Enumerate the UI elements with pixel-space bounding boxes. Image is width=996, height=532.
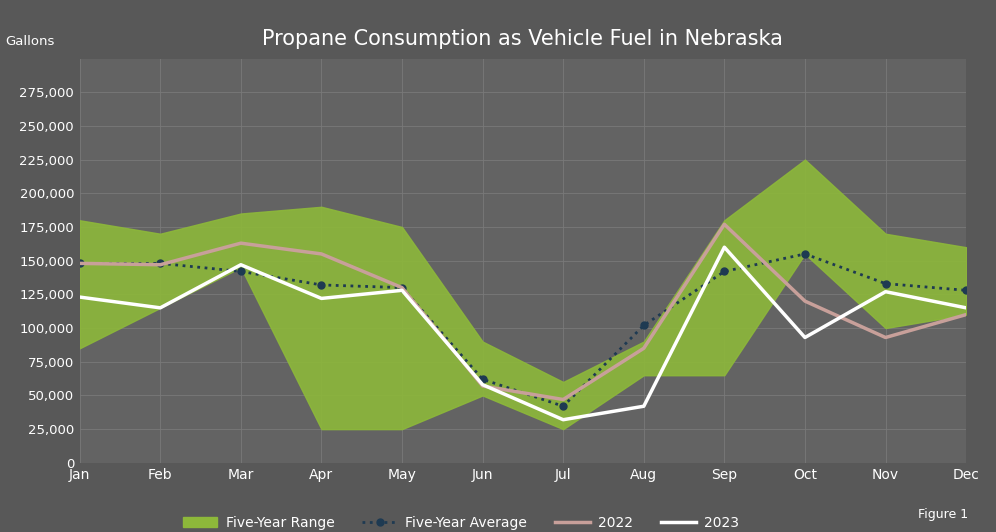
- Legend: Five-Year Range, Five-Year Average, 2022, 2023: Five-Year Range, Five-Year Average, 2022…: [177, 510, 744, 532]
- Text: Figure 1: Figure 1: [918, 509, 968, 521]
- Text: Gallons: Gallons: [5, 35, 55, 48]
- Title: Propane Consumption as Vehicle Fuel in Nebraska: Propane Consumption as Vehicle Fuel in N…: [263, 29, 783, 48]
